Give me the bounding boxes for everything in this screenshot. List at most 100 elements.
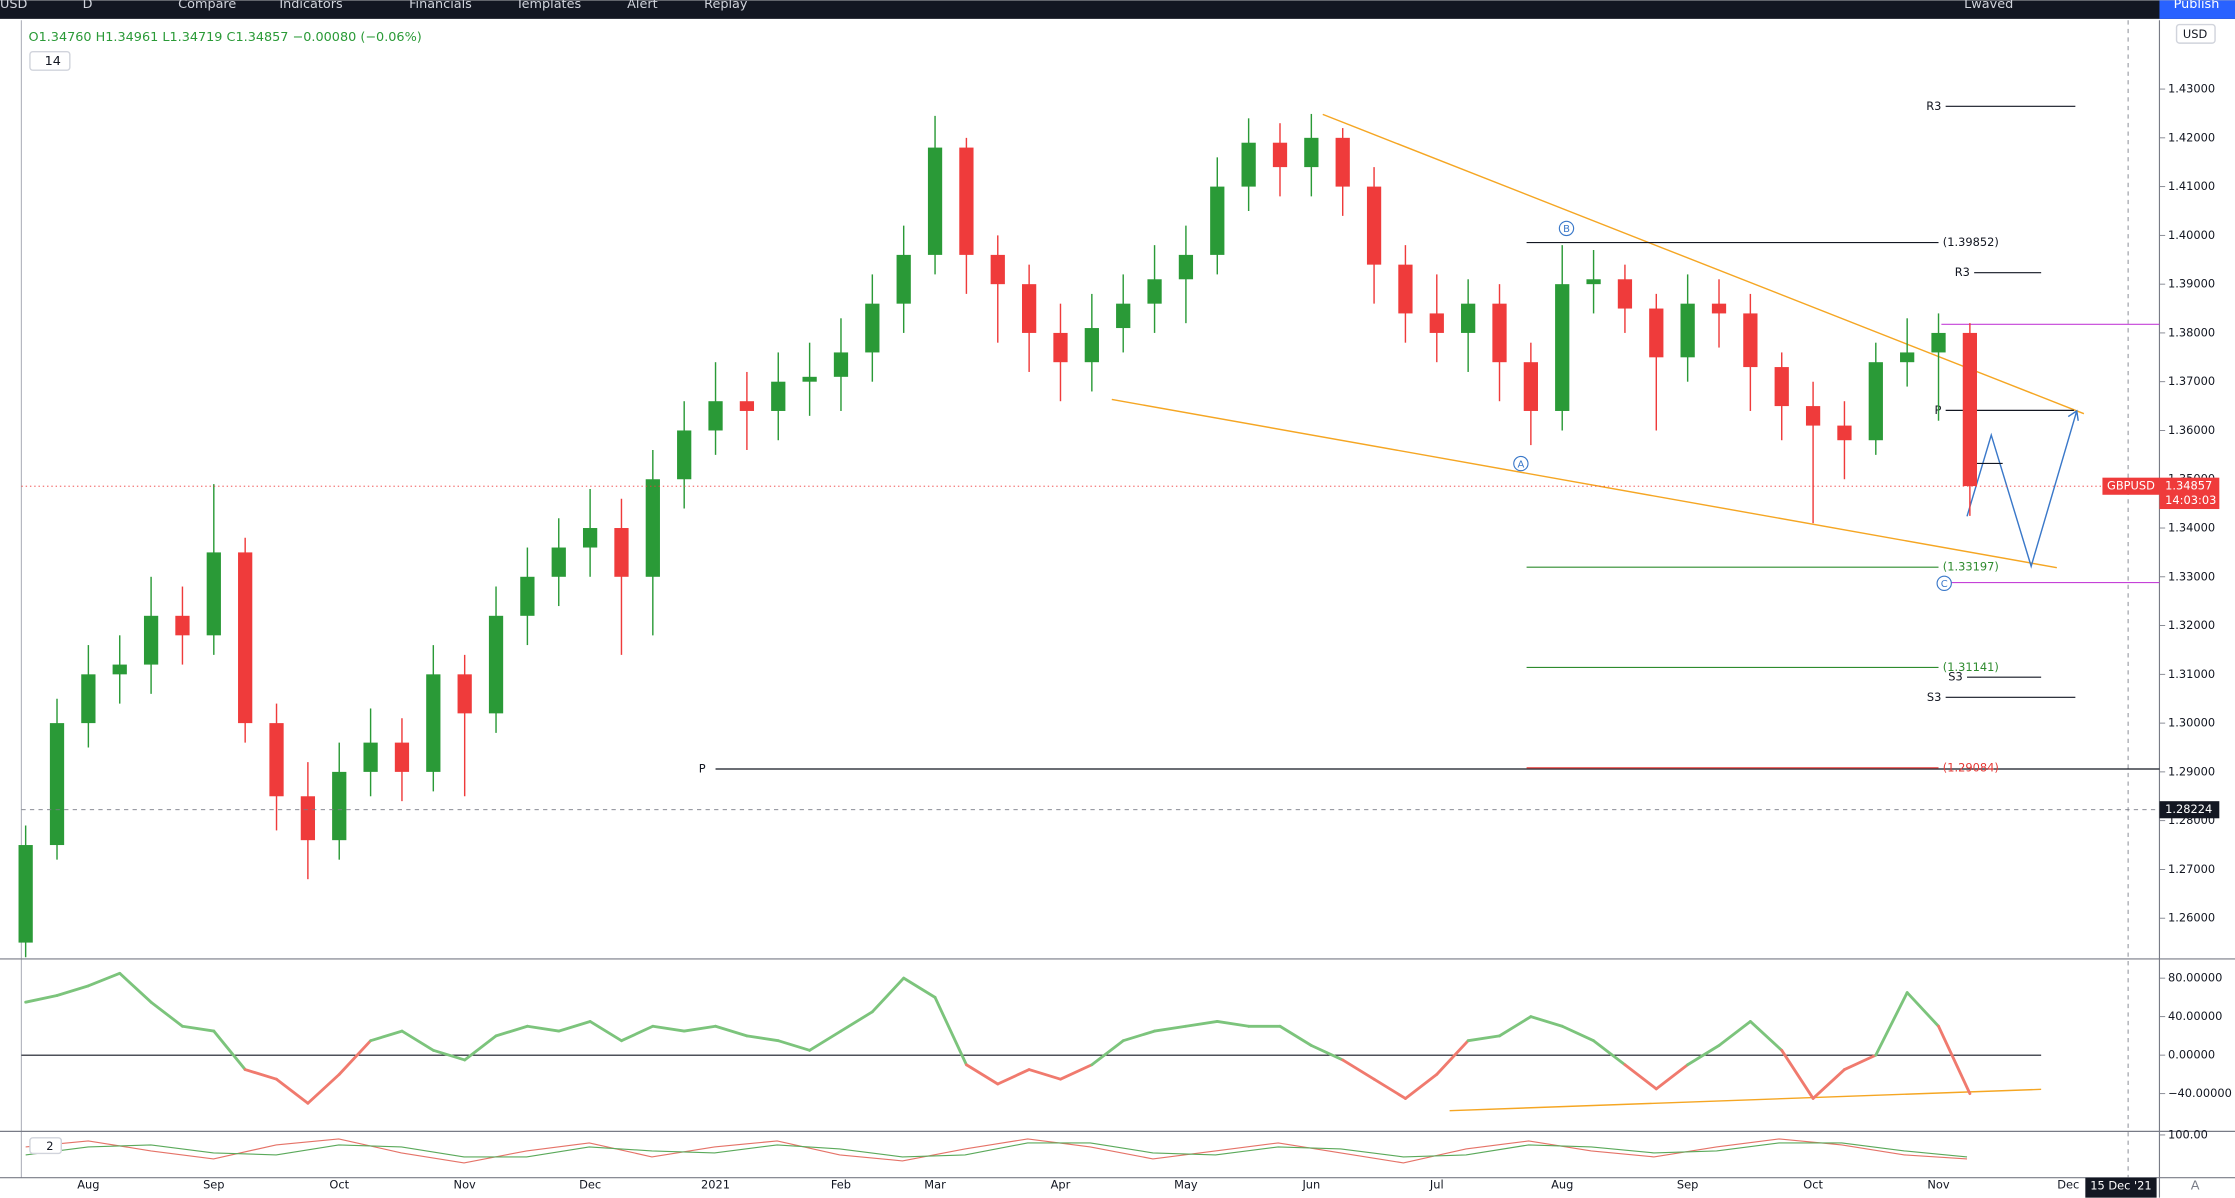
publish-label[interactable]: Publish [2174, 0, 2220, 12]
auto-scale[interactable]: A [2191, 1179, 2200, 1194]
indicator-count: 2 [46, 1139, 53, 1153]
candle-body [1962, 332, 1978, 487]
oscillator-segment [1090, 1039, 1125, 1067]
y-tick-label: 1.36000 [2168, 423, 2215, 437]
y-tick-label: 1.26000 [2168, 911, 2215, 925]
y-tick-label: 1.31000 [2168, 667, 2215, 681]
candle-body [520, 576, 535, 616]
candle-body [802, 376, 817, 382]
cursor-date: 15 Dec '21 [2090, 1179, 2151, 1193]
candle-body [332, 771, 347, 841]
oscillator-segment [86, 971, 122, 988]
candle-body [708, 401, 723, 431]
y-tick-label: 1.30000 [2168, 716, 2215, 730]
candle-body [175, 615, 190, 636]
y-tick-label: 1.33000 [2168, 569, 2215, 583]
candle-body [833, 352, 849, 377]
y-tick-label: 1.34000 [2168, 521, 2215, 535]
symbol-tag-box [2102, 477, 2160, 495]
oscillator-trendline [1449, 1088, 2042, 1112]
candle-body [927, 147, 943, 255]
y-tick-label: 80.00000 [2168, 971, 2222, 985]
y-tick-label: −40.00000 [2168, 1086, 2232, 1100]
candle-body [1649, 308, 1664, 358]
stoch-line [25, 1142, 1968, 1158]
candle-body [206, 552, 221, 636]
pivot-label: S3 [1948, 670, 1962, 684]
pivot-label: S3 [1927, 690, 1941, 704]
candle-body [551, 547, 566, 577]
candle-body [394, 742, 410, 772]
pivot-label: (1.29084) [1943, 760, 1999, 774]
projection-arrow [2067, 409, 2079, 421]
oscillator-segment [714, 1024, 749, 1038]
oscillator-segment [1498, 1015, 1533, 1038]
candle-body [1210, 186, 1225, 255]
indicator-toggle[interactable] [29, 50, 71, 71]
x-tick-label: Apr [1051, 1177, 1071, 1191]
oscillator-segment [149, 1000, 184, 1028]
candle-body [1680, 303, 1695, 358]
oscillator-segment [1717, 1020, 1752, 1047]
candle-body [1461, 303, 1476, 333]
pivot-label: (1.39852) [1943, 235, 1999, 249]
oscillator-segment [1341, 1058, 1376, 1081]
indicator-count[interactable]: 14 [45, 54, 61, 69]
oscillator-segment [369, 1029, 404, 1043]
candle-body [143, 615, 159, 665]
oscillator-segment [1748, 1020, 1784, 1052]
oscillator-segment [400, 1029, 435, 1052]
layout-name[interactable]: Lwaved [1964, 0, 2013, 12]
oscillator-segment [1309, 1044, 1345, 1062]
toolbar-button[interactable]: Indicators [279, 0, 343, 12]
indicator-toggle[interactable] [29, 1137, 63, 1155]
candle-body [1241, 142, 1256, 187]
y-tick-label: 1.43000 [2168, 82, 2215, 96]
x-tick-label: 2021 [701, 1177, 730, 1191]
oscillator-segment [1404, 1072, 1439, 1100]
candle-body [1116, 303, 1131, 329]
y-tick-label: 40.00000 [2168, 1009, 2222, 1023]
oscillator-segment [557, 1020, 592, 1033]
oscillator-segment [525, 1024, 561, 1033]
oscillator-segment [808, 1029, 843, 1052]
cursor-date-box [2085, 1177, 2157, 1198]
candle-body [1868, 362, 1883, 441]
publish-button[interactable] [2159, 0, 2235, 19]
symbol[interactable]: USD [0, 0, 28, 12]
oscillator-segment [1372, 1077, 1407, 1100]
toolbar-button[interactable]: Templates [515, 0, 581, 12]
y-tick-label: 1.29000 [2168, 764, 2215, 778]
candle-body [1304, 137, 1319, 168]
toolbar-button[interactable]: Financials [409, 0, 472, 12]
trendline [1322, 113, 2085, 415]
oscillator-segment [1905, 991, 1940, 1028]
interval[interactable]: D [83, 0, 93, 12]
x-tick-label: Oct [1803, 1177, 1823, 1191]
crosshair-price: 1.28224 [2165, 802, 2212, 816]
oscillator-segment [1184, 1020, 1219, 1028]
candle-body [1617, 279, 1633, 309]
trendline [1111, 398, 2057, 569]
currency[interactable]: USD [2183, 27, 2208, 41]
toolbar-button[interactable]: Compare [178, 0, 236, 12]
toolbar-button[interactable]: Alert [627, 0, 658, 12]
candle-body [614, 528, 629, 577]
oscillator-segment [24, 994, 59, 1004]
oscillator-segment [1780, 1048, 1815, 1100]
oscillator-segment [212, 1029, 247, 1071]
oscillator-segment [1027, 1068, 1062, 1081]
candle-body [1711, 303, 1727, 314]
candle-body [1335, 137, 1350, 187]
candle-body [488, 615, 504, 714]
candle-body [865, 303, 880, 353]
price-tag: 1.34857 [2165, 479, 2212, 493]
candle-body [990, 254, 1005, 285]
currency-button[interactable] [2175, 23, 2216, 44]
y-tick-label: 1.42000 [2168, 130, 2215, 144]
crosshair-price-box [2159, 801, 2220, 819]
toolbar-button[interactable]: Replay [704, 0, 748, 12]
x-tick-label: Jun [1301, 1177, 1320, 1191]
y-tick-label: 1.32000 [2168, 618, 2215, 632]
